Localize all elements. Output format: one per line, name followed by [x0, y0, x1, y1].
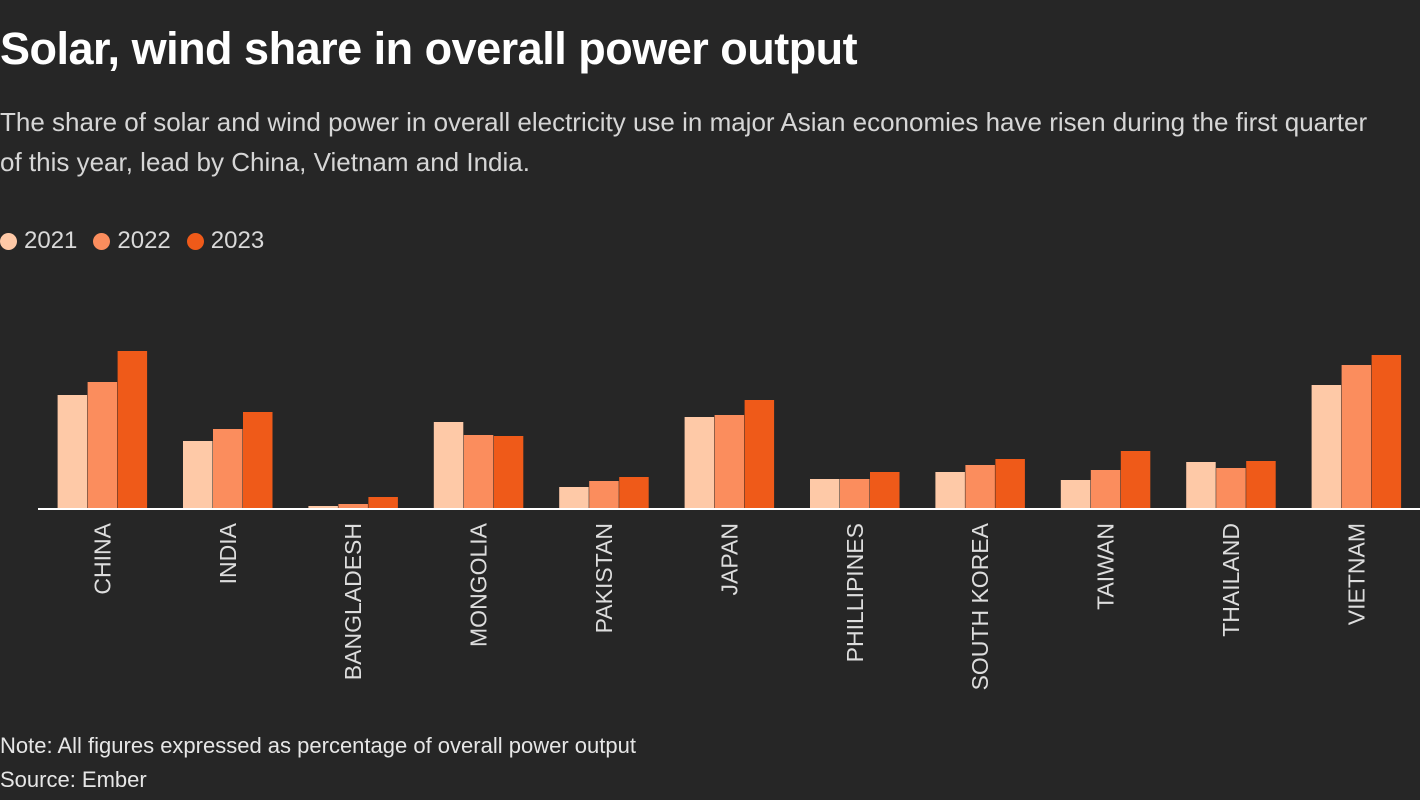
bar-pakistan-2022 [589, 481, 619, 509]
chart-source: Source: Ember [0, 767, 147, 792]
bar-south-korea-2023 [995, 459, 1025, 509]
bar-japan-2022 [714, 415, 745, 509]
tick-label-thailand: THAILAND [1218, 523, 1244, 637]
bar-south-korea-2021 [935, 472, 965, 509]
bar-japan-2021 [684, 417, 715, 509]
tick-label-bangladesh: BANGLADESH [340, 523, 366, 680]
tick-label-vietnam: VIETNAM [1343, 523, 1369, 625]
tick-label-japan: JAPAN [716, 523, 742, 595]
tick-label-india: INDIA [215, 522, 241, 584]
tick-label-pakistan: PAKISTAN [591, 523, 617, 633]
bar-vietnam-2021 [1311, 385, 1342, 509]
legend-label-2023: 2023 [210, 227, 265, 254]
bar-mongolia-2022 [463, 435, 494, 509]
bar-bangladesh-2022 [338, 504, 368, 509]
legend-item-2021: 2021 [0, 227, 77, 255]
chart-subtitle: The share of solar and wind power in ove… [0, 107, 1368, 177]
bar-china-2021 [57, 395, 88, 509]
legend-swatch-2023 [186, 232, 204, 250]
legend-label-2022: 2022 [117, 227, 171, 254]
bar-thailand-2023 [1246, 461, 1276, 509]
bar-phillipines-2023 [870, 472, 900, 509]
chart-note: Note: All figures expressed as percentag… [0, 733, 636, 758]
tick-label-phillipines: PHILLIPINES [842, 523, 868, 662]
bar-vietnam-2022 [1341, 365, 1372, 509]
bar-vietnam-2023 [1371, 355, 1402, 509]
bar-taiwan-2021 [1060, 480, 1091, 509]
bar-japan-2023 [744, 400, 775, 509]
bar-thailand-2022 [1216, 468, 1246, 509]
bar-india-2022 [213, 429, 243, 509]
bar-china-2022 [87, 382, 118, 509]
legend: 2021 2022 2023 [0, 225, 280, 257]
bar-pakistan-2021 [559, 487, 589, 509]
bar-china-2023 [117, 351, 148, 509]
bar-taiwan-2022 [1090, 470, 1121, 509]
chart-title: Solar, wind share in overall power outpu… [0, 23, 858, 74]
bar-thailand-2021 [1186, 462, 1216, 509]
tick-label-taiwan: TAIWAN [1093, 523, 1119, 610]
legend-swatch-2021 [0, 232, 17, 250]
legend-item-2022: 2022 [93, 227, 171, 255]
legend-label-2021: 2021 [24, 227, 78, 254]
tick-label-china: CHINA [89, 522, 115, 594]
bar-phillipines-2021 [810, 479, 840, 509]
bar-bangladesh-2021 [308, 506, 338, 509]
bar-india-2023 [243, 412, 273, 509]
bar-mongolia-2023 [493, 436, 524, 509]
bar-bangladesh-2023 [368, 497, 398, 509]
tick-label-mongolia: MONGOLIA [466, 522, 492, 647]
bar-pakistan-2023 [619, 477, 649, 509]
legend-swatch-2022 [93, 232, 111, 250]
bar-south-korea-2022 [965, 465, 995, 509]
legend-item-2023: 2023 [186, 227, 265, 255]
bar-chart: CHINA INDIA BANGLADESH MONGOLIA PAKISTAN JAPA… [38, 351, 1420, 690]
bar-mongolia-2021 [433, 422, 464, 509]
tick-label-south-korea: SOUTH KOREA [967, 522, 993, 690]
bar-taiwan-2023 [1120, 451, 1151, 509]
bar-phillipines-2022 [840, 479, 870, 509]
bar-india-2021 [183, 441, 213, 509]
